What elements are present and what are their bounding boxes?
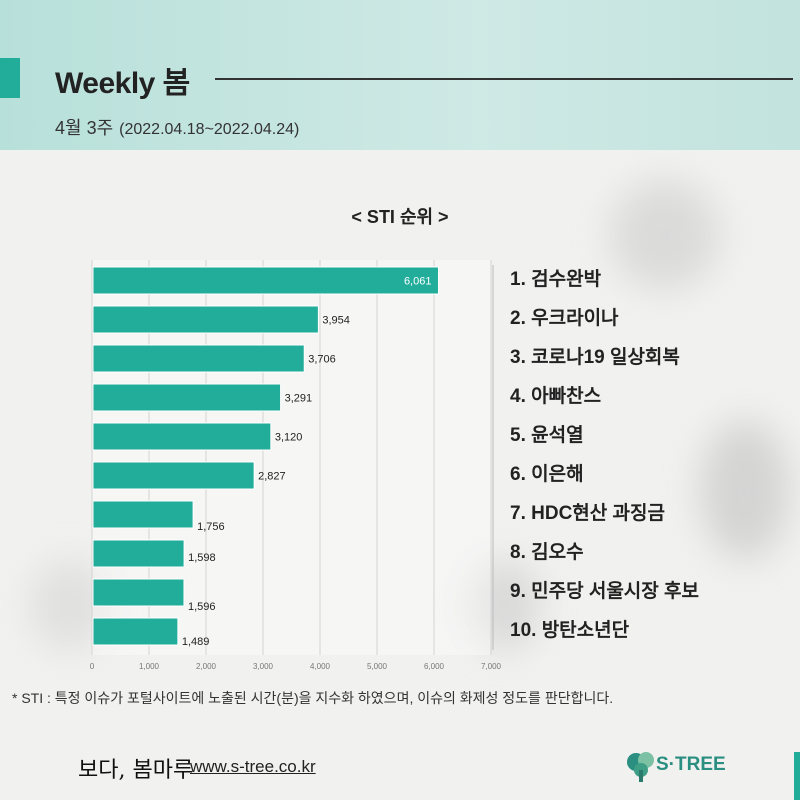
bar-value-label: 1,756 (197, 521, 225, 533)
bar (92, 266, 439, 295)
x-tick-label: 0 (90, 662, 95, 671)
bar (92, 461, 255, 490)
bar-value-label: 1,598 (188, 552, 216, 564)
bar (92, 539, 185, 568)
ranking-item: 7. HDC현산 과징금 (510, 503, 665, 524)
bar (92, 578, 185, 607)
page-title: Weekly 봄 (55, 67, 190, 100)
ranking-item: 4. 아빠찬스 (510, 386, 602, 407)
x-tick-label: 2,000 (196, 662, 217, 671)
ranking-item: 1. 검수완박 (510, 269, 602, 290)
week-label: 4월 3주 (2022.04.18~2022.04.24) (55, 114, 299, 140)
background-blur (470, 560, 540, 650)
ranking-item: 9. 민주당 서울시장 후보 (510, 581, 700, 602)
x-tick-label: 7,000 (481, 662, 502, 671)
website-link[interactable]: www.s-tree.co.kr (190, 757, 316, 776)
x-tick-label: 4,000 (310, 662, 331, 671)
bar (92, 500, 194, 529)
title-accent-bar (0, 58, 20, 98)
title-divider (215, 78, 793, 80)
corner-accent-bar (794, 752, 800, 800)
bar-value-label: 2,827 (258, 471, 286, 483)
ranking-item: 3. 코로나19 일상회복 (510, 347, 680, 368)
ranking-item: 6. 이은해 (510, 464, 584, 485)
bar-value-label: 1,596 (188, 601, 216, 613)
week-text: 4월 3주 (55, 118, 114, 138)
date-range: (2022.04.18~2022.04.24) (119, 121, 300, 138)
bar (92, 344, 305, 373)
header-banner (0, 0, 800, 150)
ranking-item: 5. 윤석열 (510, 425, 584, 446)
x-tick-label: 3,000 (253, 662, 274, 671)
ranking-item: 8. 김오수 (510, 542, 584, 563)
x-tick-label: 5,000 (367, 662, 388, 671)
sti-bar-chart: 0 1,000 2,000 3,000 4,000 5,000 6,000 7,000 6,06… (90, 260, 502, 671)
bar (92, 617, 179, 646)
logo-text: S·TREE (656, 754, 726, 775)
background-blur (700, 420, 790, 560)
footnote: * STI : 특정 이슈가 포털사이트에 노출된 시간(분)을 지수화 하였으… (12, 690, 614, 706)
bar-value-label: 3,954 (322, 315, 350, 327)
x-tick-label: 6,000 (424, 662, 445, 671)
bar-value-label: 3,706 (308, 354, 336, 366)
bar-value-label: 3,120 (275, 432, 303, 444)
chart-title: < STI 순위 > (351, 207, 449, 227)
s-tree-logo-icon (627, 752, 654, 782)
ranking-list: 1. 검수완박 2. 우크라이나 3. 코로나19 일상회복 4. 아빠찬스 5. 윤석… (510, 264, 699, 654)
bar (92, 305, 319, 334)
ranking-item: 2. 우크라이나 (510, 308, 619, 329)
brand-signature: 보다, 봄마루 (78, 758, 194, 783)
bar (92, 383, 282, 412)
background-blur (610, 180, 720, 290)
bar (92, 422, 272, 451)
ranking-item: 10. 방탄소년단 (510, 620, 630, 641)
bar-value-label: 6,061 (404, 276, 432, 288)
bar-value-label: 3,291 (285, 393, 313, 405)
x-tick-label: 1,000 (139, 662, 160, 671)
bar-value-label: 1,489 (182, 636, 210, 648)
